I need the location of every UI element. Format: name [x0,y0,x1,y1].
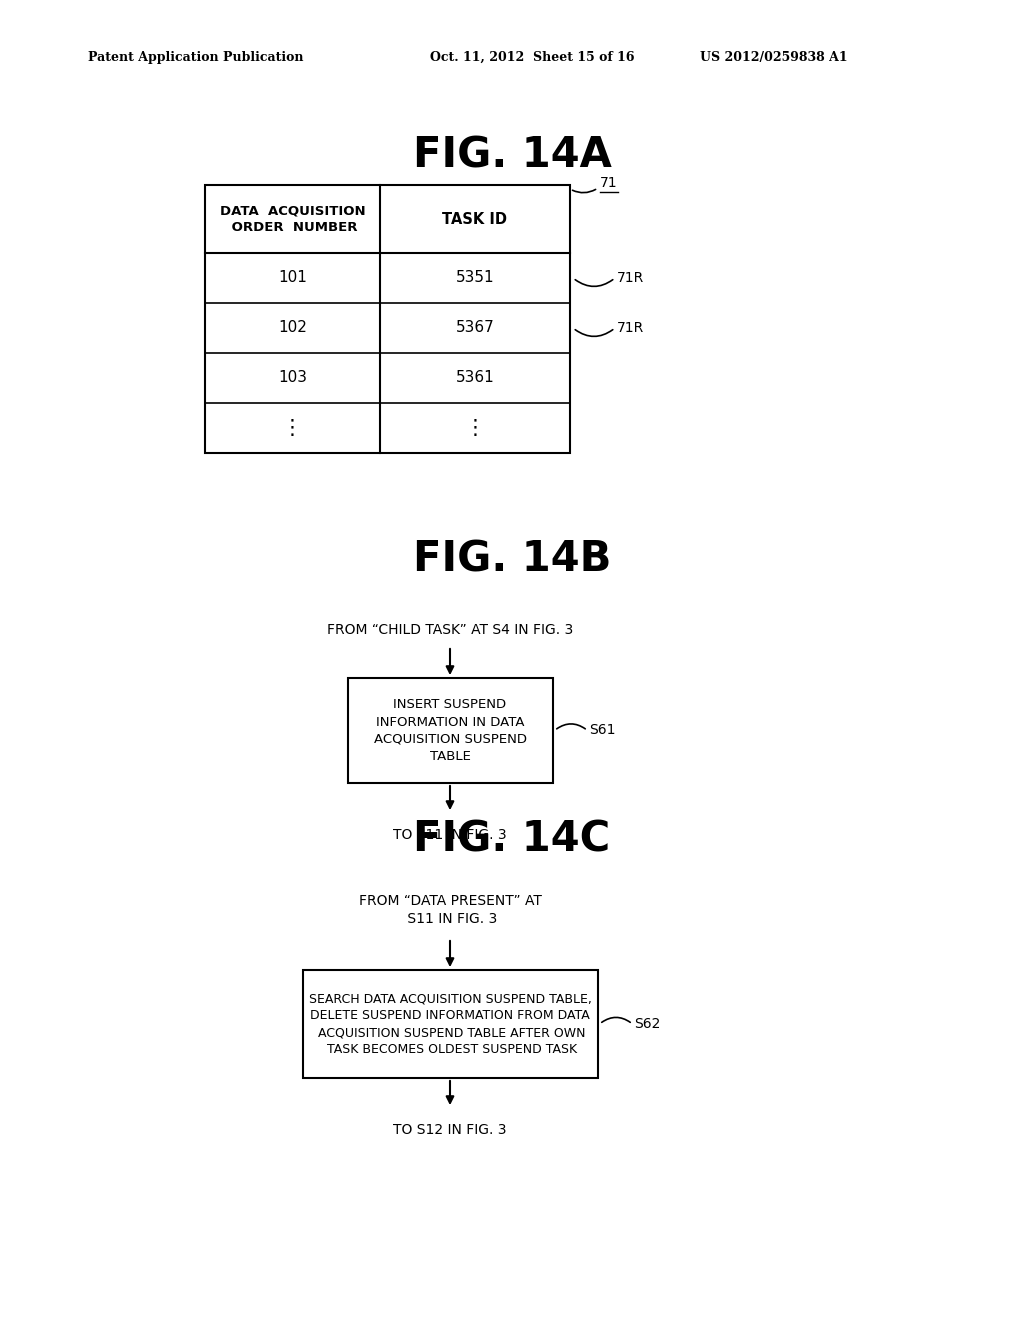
Text: FIG. 14B: FIG. 14B [413,539,611,581]
Text: S61: S61 [590,723,616,738]
Text: 71R: 71R [617,271,644,285]
Text: TO S12 IN FIG. 3: TO S12 IN FIG. 3 [393,1123,507,1137]
Text: TO S11 IN FIG. 3: TO S11 IN FIG. 3 [393,828,507,842]
FancyArrowPatch shape [602,1018,631,1022]
Text: ⋮: ⋮ [282,418,303,438]
Text: FIG. 14C: FIG. 14C [414,818,610,861]
Text: Oct. 11, 2012  Sheet 15 of 16: Oct. 11, 2012 Sheet 15 of 16 [430,50,635,63]
Text: TASK ID: TASK ID [442,211,508,227]
Text: S62: S62 [635,1016,660,1031]
Text: 71R: 71R [617,321,644,335]
Text: 5361: 5361 [456,371,495,385]
FancyArrowPatch shape [575,280,612,286]
Text: 101: 101 [279,271,307,285]
Text: FROM “DATA PRESENT” AT
 S11 IN FIG. 3: FROM “DATA PRESENT” AT S11 IN FIG. 3 [358,894,542,927]
Bar [302,970,597,1078]
Text: 71: 71 [600,176,617,190]
Text: FIG. 14A: FIG. 14A [413,135,611,176]
Text: 5367: 5367 [456,321,495,335]
Text: US 2012/0259838 A1: US 2012/0259838 A1 [700,50,848,63]
Text: 103: 103 [278,371,307,385]
Text: ⋮: ⋮ [465,418,485,438]
FancyArrowPatch shape [572,190,596,193]
Text: FROM “CHILD TASK” AT S4 IN FIG. 3: FROM “CHILD TASK” AT S4 IN FIG. 3 [327,623,573,638]
Text: 102: 102 [279,321,307,335]
Text: INSERT SUSPEND
INFORMATION IN DATA
ACQUISITION SUSPEND
TABLE: INSERT SUSPEND INFORMATION IN DATA ACQUI… [374,698,526,763]
Text: SEARCH DATA ACQUISITION SUSPEND TABLE,
DELETE SUSPEND INFORMATION FROM DATA
 ACQ: SEARCH DATA ACQUISITION SUSPEND TABLE, D… [308,993,592,1056]
Text: 5351: 5351 [456,271,495,285]
Bar [205,185,570,453]
FancyArrowPatch shape [557,723,586,729]
FancyArrowPatch shape [575,330,612,337]
Text: DATA  ACQUISITION
 ORDER  NUMBER: DATA ACQUISITION ORDER NUMBER [220,205,366,234]
Bar [347,678,553,783]
Text: Patent Application Publication: Patent Application Publication [88,50,303,63]
